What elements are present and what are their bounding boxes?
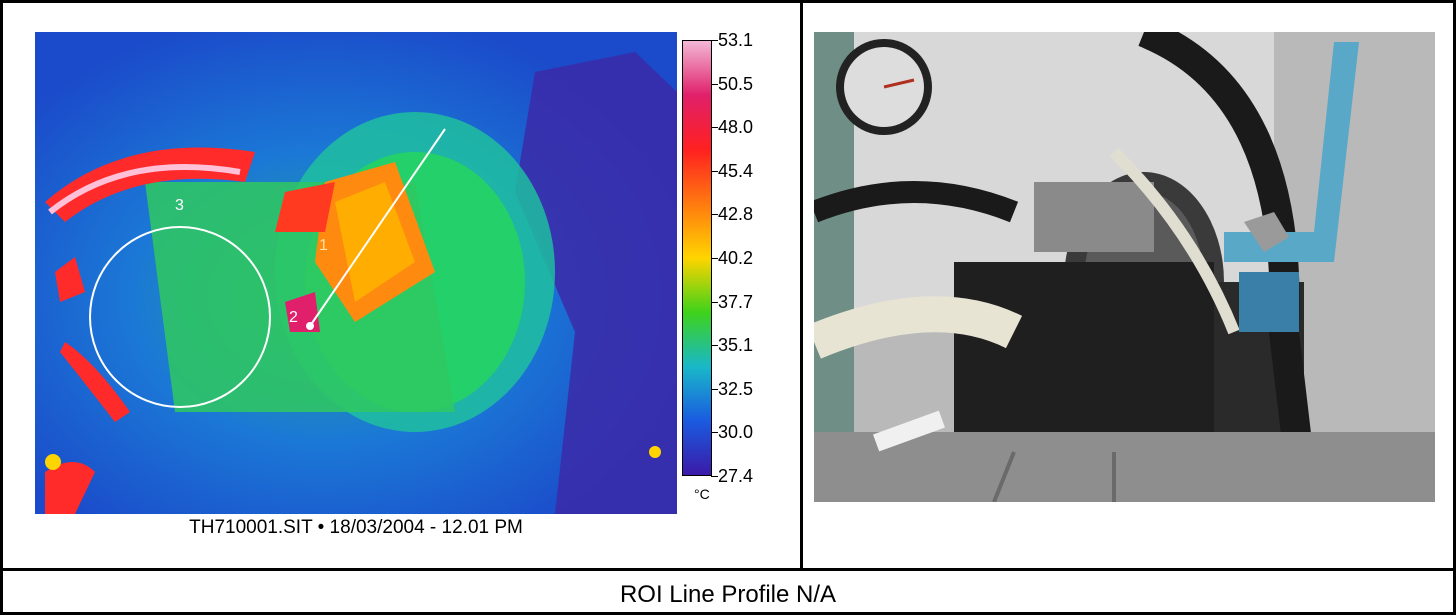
roi-line-profile-title: ROI Line Profile N/A <box>619 581 837 608</box>
scale-label: 42.8 <box>718 204 754 225</box>
scale-label: 30.0 <box>718 422 754 443</box>
scale-tick <box>711 432 718 434</box>
divider-horizontal <box>0 568 1456 571</box>
scale-tick <box>711 83 718 85</box>
scale-label: 40.2 <box>718 248 754 268</box>
scale-tick <box>711 388 718 390</box>
border-bottom <box>0 612 1456 615</box>
marker-1: 1 <box>319 237 328 254</box>
scale-tick <box>711 476 718 477</box>
scale-label: 48.0 <box>718 117 754 138</box>
border-right <box>1453 0 1456 615</box>
thermal-caption: TH710001.SIT • 18/03/2004 - 12.01 PM <box>189 517 523 538</box>
scale-tick <box>711 345 718 347</box>
scale-tick <box>711 170 718 172</box>
scale-tick <box>711 258 718 259</box>
scale-tick <box>711 127 718 129</box>
visual-photo <box>814 32 1435 502</box>
scale-label: 45.4 <box>718 160 754 181</box>
scale-tick <box>711 301 718 303</box>
scale-label: 27.4 <box>718 466 754 486</box>
scale-label: 50.5 <box>718 73 754 94</box>
scale-label: 35.1 <box>718 335 754 356</box>
scale-tick <box>711 214 718 216</box>
thermal-image: 3 2 1 <box>35 32 677 514</box>
scale-tick <box>711 40 718 41</box>
temperature-color-scale <box>682 40 712 476</box>
marker-3: 3 <box>175 197 184 214</box>
scale-label: 32.5 <box>718 378 754 399</box>
scale-label: 37.7 <box>718 291 754 312</box>
scale-label: 53.1 <box>718 30 754 50</box>
marker-2: 2 <box>289 309 298 326</box>
divider-vertical <box>800 0 803 570</box>
border-left <box>0 0 3 615</box>
border-top <box>0 0 1456 3</box>
temperature-unit: °C <box>694 486 710 502</box>
